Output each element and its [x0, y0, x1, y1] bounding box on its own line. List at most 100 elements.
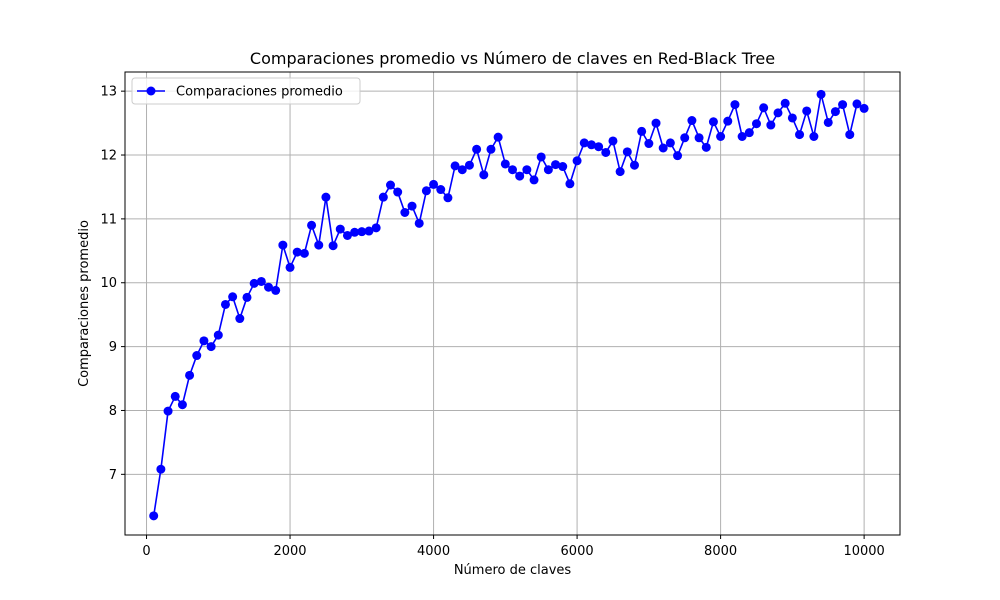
data-point [464, 160, 474, 170]
data-point [730, 100, 740, 110]
data-point [350, 227, 360, 237]
data-point [235, 314, 245, 324]
data-point [629, 160, 639, 170]
data-point [579, 138, 589, 148]
data-point [716, 132, 726, 141]
x-axis-label: Número de claves [454, 563, 572, 578]
axis-ticks: 0 2000 4000 6000 8000 10000 7 8 9 10 11 12 13 [100, 85, 884, 559]
data-point [744, 128, 754, 138]
data-point [386, 180, 396, 190]
data-point [357, 227, 367, 237]
grid-lines [125, 72, 900, 535]
data-point [838, 100, 848, 110]
data-point [694, 133, 704, 143]
data-point [292, 247, 302, 257]
data-point [701, 142, 711, 152]
legend-label: Comparaciones promedio [176, 85, 343, 100]
y-axis-label: Comparaciones promedio [77, 220, 92, 387]
data-point [673, 151, 683, 161]
data-point [508, 165, 517, 175]
data-point [421, 186, 431, 196]
data-point [472, 144, 482, 154]
x-tick-label: 6000 [561, 544, 594, 559]
data-point [220, 299, 230, 309]
data-point [429, 179, 439, 189]
data-point [149, 511, 159, 521]
data-point [823, 117, 833, 127]
data-point [278, 240, 288, 250]
legend-marker-swatch [146, 86, 156, 96]
x-tick-label: 0 [142, 544, 150, 559]
data-point [780, 98, 790, 108]
y-tick-label: 13 [100, 85, 117, 100]
data-point [192, 351, 202, 361]
data-point [551, 160, 561, 170]
data-point [651, 118, 661, 128]
data-point [615, 167, 625, 177]
data-point [737, 132, 747, 141]
data-point [271, 285, 281, 295]
data-point [830, 107, 840, 117]
data-point [759, 103, 769, 113]
y-tick-label: 9 [109, 340, 117, 355]
data-point [644, 139, 654, 149]
data-point [565, 179, 575, 189]
data-point [493, 132, 503, 142]
data-point [371, 223, 381, 233]
data-point [536, 152, 546, 162]
data-point [622, 147, 632, 157]
data-point [321, 192, 331, 202]
data-point [486, 144, 496, 154]
data-point [816, 89, 826, 99]
data-point [177, 400, 187, 410]
data-point [378, 192, 388, 202]
data-point [608, 136, 618, 146]
data-point [242, 292, 252, 302]
legend: Comparaciones promedio [131, 77, 361, 105]
data-point [400, 208, 410, 217]
data-point [845, 130, 855, 140]
data-point [206, 342, 216, 352]
data-point [601, 147, 611, 157]
data-point [809, 132, 819, 141]
data-point [787, 113, 797, 123]
chart-title: Comparaciones promedio vs Número de clav… [250, 49, 775, 68]
data-point [299, 248, 309, 258]
data-point [443, 193, 453, 203]
data-point [457, 165, 467, 175]
data-point [751, 119, 761, 129]
data-point [170, 391, 180, 401]
y-tick-label: 11 [100, 212, 117, 227]
data-point [558, 162, 568, 172]
data-point [450, 161, 460, 171]
data-point [852, 99, 862, 109]
series-layer [149, 89, 869, 521]
data-point [529, 175, 539, 185]
data-point [342, 230, 352, 240]
data-point [156, 464, 166, 474]
legend-box [131, 77, 361, 105]
data-point [708, 117, 718, 127]
data-point [687, 116, 697, 126]
data-point [364, 226, 374, 236]
data-point [637, 126, 647, 136]
data-point [859, 103, 869, 113]
data-point [773, 108, 783, 118]
data-point [264, 282, 274, 292]
x-tick-label: 10000 [843, 544, 884, 559]
data-point [658, 143, 668, 153]
data-point [393, 187, 403, 197]
data-point [586, 140, 596, 150]
data-point [185, 370, 195, 380]
data-point [479, 170, 489, 180]
data-point [407, 201, 417, 211]
data-point [436, 185, 446, 195]
data-point [723, 116, 733, 126]
x-tick-label: 4000 [417, 544, 450, 559]
data-point [163, 406, 173, 416]
data-point [249, 278, 259, 288]
data-point [199, 336, 209, 346]
data-point [228, 292, 238, 302]
x-tick-label: 8000 [704, 544, 737, 559]
